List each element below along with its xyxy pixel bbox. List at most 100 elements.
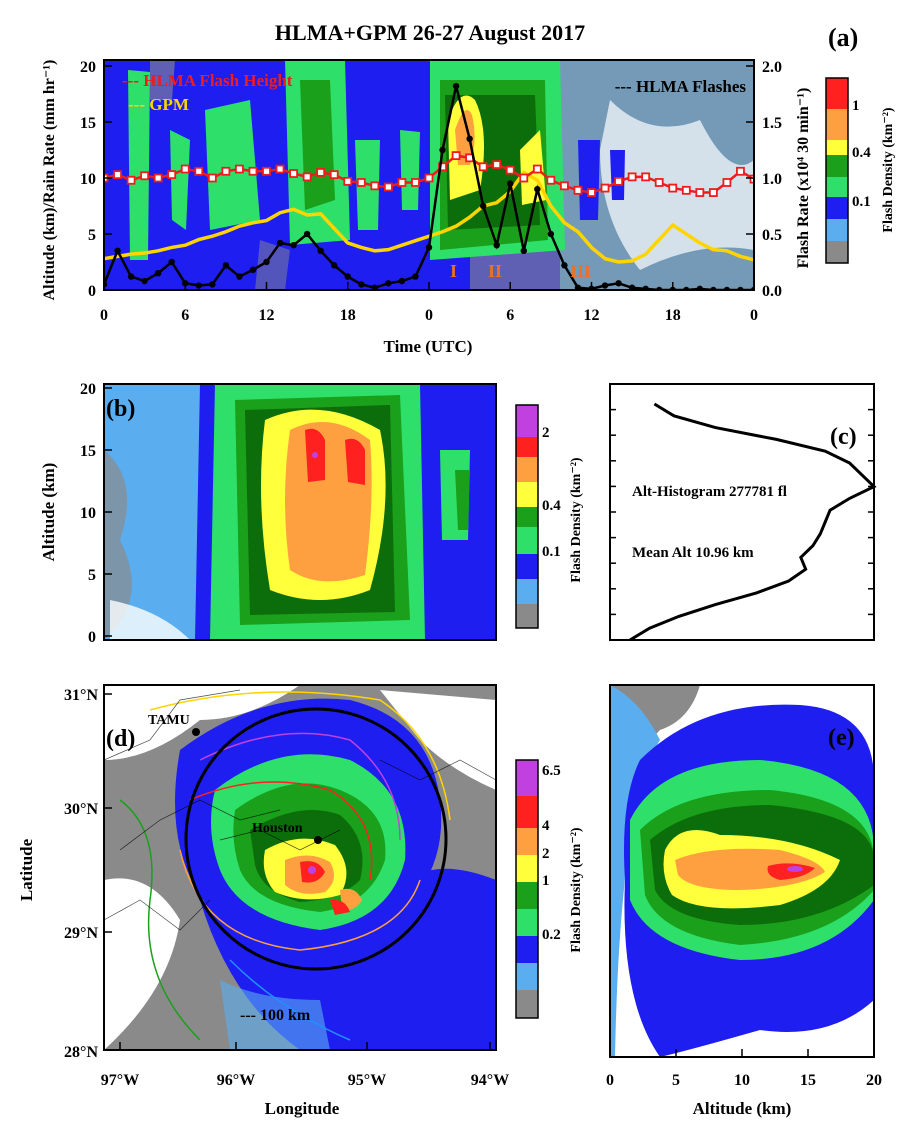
panel-e-letter: (e) — [828, 725, 855, 751]
flash-height-point-18 — [343, 176, 353, 186]
panel-c-mean-text: Mean Alt 10.96 km — [632, 545, 754, 561]
flash-rate-point-1 — [114, 247, 121, 254]
d-xtick-95: 95°W — [348, 1072, 386, 1089]
flash-rate-point-22 — [398, 277, 406, 285]
flash-height-point-34 — [560, 181, 569, 191]
b-ytick-label-0: 0 — [88, 629, 96, 646]
flash-height-point-38 — [614, 176, 623, 186]
legend-flash-height: --- HLMA Flash Height — [122, 71, 293, 90]
flash-rate-point-33 — [547, 230, 555, 238]
flash-height-point-39 — [627, 172, 637, 182]
flash-height-point-4 — [153, 173, 163, 183]
a-xtick-label-0: 0 — [100, 307, 108, 324]
flash-height-markers — [104, 151, 754, 197]
flash-rate-point-9 — [222, 262, 230, 269]
flash-height-point-26 — [451, 151, 461, 161]
flash-height-point-2 — [126, 175, 136, 185]
a-xtick-label-3: 18 — [340, 307, 356, 324]
flash-rate-point-37 — [601, 282, 609, 289]
flash-height-point-17 — [329, 170, 339, 180]
flash-height-point-36 — [587, 188, 596, 197]
cbar-a-tick-1: 1 — [852, 98, 860, 114]
panel-d-boundaries — [104, 689, 496, 931]
period-label-3: III — [570, 261, 591, 281]
flash-rate-point-44 — [696, 285, 704, 290]
a-ytick-left-label-4: 20 — [80, 59, 96, 76]
flash-height-point-41 — [654, 178, 664, 187]
flash-height-point-29 — [492, 160, 502, 169]
flash-height-point-16 — [316, 167, 326, 177]
houston-label: Houston — [252, 821, 303, 836]
flash-height-point-45 — [708, 188, 718, 197]
flash-rate-point-11 — [249, 266, 257, 274]
flash-rate-point-10 — [236, 273, 243, 280]
b-ytick-label-3: 15 — [80, 443, 96, 460]
flash-rate-point-39 — [628, 284, 636, 290]
flash-rate-point-35 — [574, 284, 582, 290]
cbar-b-tick-1: 2 — [542, 425, 550, 441]
panel-a-ylabel-right: Flash Rate (x10⁴ 30 min⁻¹) — [795, 88, 812, 269]
a-ytick-left-label-3: 15 — [80, 115, 96, 132]
a-ytick-right-label-4: 2.0 — [762, 59, 782, 76]
tamu-label: TAMU — [148, 713, 190, 728]
flash-rate-point-40 — [642, 285, 649, 290]
panel-b-ylabel: Altitude (km) — [39, 463, 58, 562]
flash-rate-point-19 — [358, 281, 365, 288]
altitude-histogram-line — [629, 402, 877, 642]
flash-rate-point-8 — [209, 281, 216, 288]
panel-a-letter: (a) — [828, 23, 858, 52]
flash-rate-point-18 — [344, 273, 351, 280]
b-ytick-label-2: 10 — [80, 505, 96, 522]
flash-rate-point-13 — [276, 239, 284, 247]
flash-height-point-3 — [140, 171, 150, 181]
flash-rate-point-2 — [127, 273, 135, 280]
flash-height-point-7 — [194, 166, 204, 176]
panel-b-density-field — [104, 384, 496, 640]
flash-height-point-24 — [424, 173, 434, 183]
flash-height-point-28 — [478, 162, 488, 172]
flash-rate-point-29 — [493, 242, 500, 249]
flash-height-point-43 — [681, 185, 691, 195]
flash-height-point-40 — [641, 172, 651, 182]
a-ytick-right-label-3: 1.5 — [762, 115, 782, 132]
d-ytick-28: 28°N — [64, 1044, 98, 1061]
a-ytick-left-label-1: 5 — [88, 227, 96, 244]
flash-rate-point-32 — [534, 186, 541, 193]
panel-b: 0 5 10 15 20 (b) Altitude (km) 2 0.4 0.1 Fla… — [39, 381, 584, 646]
b-ytick-label-4: 20 — [80, 381, 96, 398]
flash-height-point-23 — [411, 178, 420, 187]
panel-d-letter: (d) — [106, 726, 135, 752]
flash-height-point-31 — [519, 173, 529, 183]
flash-rate-point-4 — [154, 270, 162, 277]
flash-height-point-37 — [600, 183, 610, 193]
a-xtick-label-6: 12 — [584, 307, 600, 324]
period-label-2: II — [488, 261, 502, 281]
d-xtick-94: 94°W — [471, 1072, 509, 1089]
panel-b-letter: (b) — [106, 396, 135, 422]
a-xtick-label-2: 12 — [259, 307, 275, 324]
panel-c-hist-text: Alt-Histogram 277781 fl — [632, 484, 787, 500]
panel-e-axes — [609, 1049, 875, 1057]
panel-d-xlabel: Longitude — [265, 1099, 340, 1118]
d-ytick-29: 29°N — [64, 925, 98, 942]
flash-rate-point-25 — [439, 146, 446, 154]
flash-rate-point-7 — [195, 282, 202, 289]
e-xtick-0: 0 — [606, 1072, 614, 1089]
flash-height-point-21 — [383, 182, 393, 192]
panel-c: (c) Alt-Histogram 277781 fl Mean Alt 10.… — [609, 383, 877, 642]
houston-marker — [314, 836, 322, 844]
a-ytick-left-label-0: 0 — [88, 283, 96, 300]
panel-a-colorbar: 1 0.4 0.1 Flash Density (km⁻²) — [825, 77, 896, 264]
flash-rate-point-14 — [290, 242, 297, 249]
flash-height-point-30 — [505, 165, 515, 175]
flash-height-point-33 — [546, 175, 556, 185]
gpm-line — [104, 170, 754, 264]
e-xtick-15: 15 — [800, 1072, 816, 1089]
flash-rate-point-30 — [507, 180, 514, 187]
flash-height-point-9 — [221, 166, 231, 176]
flash-height-point-32 — [532, 164, 542, 174]
flash-height-point-6 — [180, 164, 190, 174]
flash-rate-point-23 — [412, 273, 419, 280]
panel-d-map-field — [104, 685, 496, 1050]
